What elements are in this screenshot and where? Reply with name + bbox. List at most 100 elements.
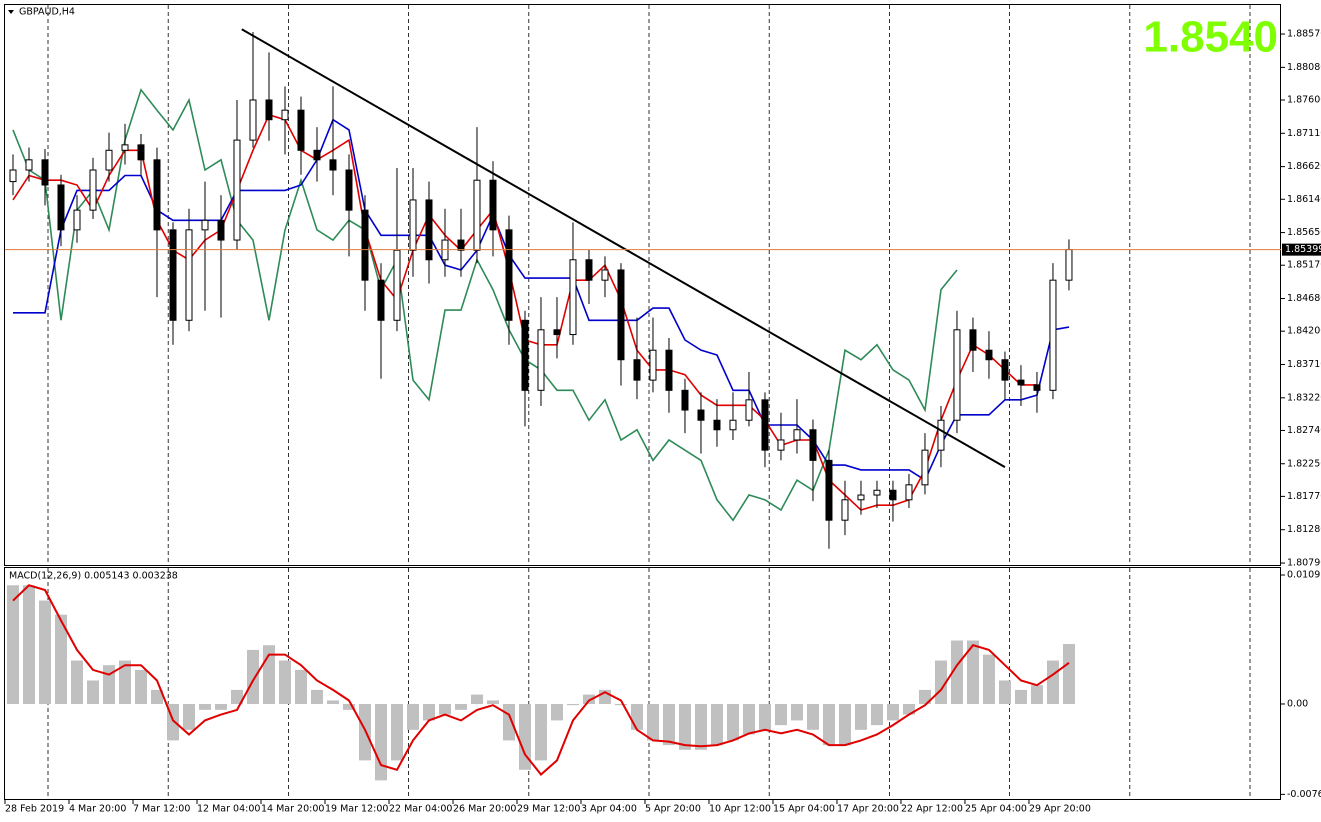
macd-bar [854,703,867,730]
y-tick-label: 1.87110 [1287,128,1321,139]
macd-title: MACD(12,26,9) 0.005143 0.003238 [9,571,178,582]
candle-body [425,199,433,261]
candle-body [905,484,913,501]
macd-bar [422,703,435,721]
macd-bar [438,703,451,715]
y-tick-label: 0.010975 [1287,569,1321,580]
macd-bar [790,703,803,721]
trendline [241,28,1006,469]
macd-bar [758,703,771,730]
macd-bar [614,703,627,706]
candle-body [969,329,977,351]
x-tick-label: 28 Feb 2019 [5,804,64,815]
x-tick-label: 22 Apr 12:00 [901,804,963,815]
candle-body [89,169,97,211]
candle-body [809,429,817,461]
menu-arrow[interactable] [8,10,14,14]
candle-body [521,319,529,391]
macd-bar [134,669,147,704]
candle-body [985,349,993,361]
macd-bar [118,660,131,704]
macd-bar [966,640,979,704]
candle-body [1033,384,1041,391]
candle-body [473,179,481,251]
macd-bar [950,640,963,704]
candle-body [1017,379,1025,386]
y-tick-label: 1.82250 [1287,458,1321,469]
candle-body [569,259,577,336]
candle-body [281,109,289,121]
candle-body [105,149,113,171]
macd-bar [806,703,819,730]
macd-bar [1046,660,1059,704]
candle-body [377,279,385,321]
macd-bar [214,703,227,710]
signal-line [12,584,1070,776]
candle-body [665,349,673,391]
macd-bar [22,585,35,704]
y-tick-label: 1.84200 [1287,326,1321,337]
candle-body [217,219,225,241]
macd-bar [998,680,1011,704]
y-tick-label: 1.87600 [1287,94,1321,105]
macd-bar [774,703,787,726]
y-tick-label: 1.86620 [1287,161,1321,172]
macd-bar [838,703,851,746]
y-tick-label: 1.80790 [1287,558,1321,569]
candle-body [681,389,689,411]
macd-bar [886,703,899,721]
candle-body [601,269,609,281]
macd-bar [550,703,563,721]
candle-body [617,269,625,361]
candle-body [201,219,209,231]
candle-body [393,249,401,321]
candle-body [889,489,897,501]
candle-body [265,99,273,121]
macd-bar [70,660,83,704]
macd-bar [486,700,499,704]
candle-body [313,149,321,161]
candle-body [777,439,785,451]
candle-body [649,349,657,381]
x-tick-label: 15 Apr 04:00 [773,804,835,815]
candle-body [761,399,769,451]
macd-bar [518,703,531,770]
candle-body [921,449,929,486]
macd-bar [310,689,323,704]
candle-body [169,229,177,321]
current-price-text: 1.85399 [1285,244,1321,255]
macd-bar [6,585,19,704]
plot-layer: 1.88570 1.88080 1.87600 1.87110 1.86620 1.861… [4,5,1321,815]
candle-body [729,419,737,431]
candle-body [793,429,801,441]
x-tick-label: 22 Mar 04:00 [389,804,452,815]
x-tick-label: 10 Apr 12:00 [709,804,771,815]
macd-bar [502,703,515,741]
y-tick-label: 1.88570 [1287,29,1321,40]
candle-body [249,99,257,141]
macd-bar [822,703,835,746]
y-tick-label: 1.85650 [1287,227,1321,238]
candle-body [361,209,369,281]
candle-body [857,494,865,501]
y-tick-label: 1.88080 [1287,62,1321,73]
macd-bar [534,703,547,761]
candle-body [873,489,881,496]
macd-bar [742,703,755,735]
candle-body [9,169,17,183]
y-tick-label: 0.00 [1287,698,1308,709]
candle-body [953,329,961,421]
x-tick-label: 17 Apr 20:00 [837,804,899,815]
macd-bar [1062,644,1075,704]
candle-body [73,209,81,231]
x-tick-label: 12 Mar 04:00 [197,804,260,815]
macd-bar [278,660,291,704]
macd-bar [726,703,739,741]
candle-body [457,239,465,251]
y-tick-label: -0.00769 [1287,789,1321,800]
y-tick-label: 1.83220 [1287,392,1321,403]
macd-bar [870,703,883,726]
candle-body [505,229,513,321]
y-tick-label: 1.86140 [1287,194,1321,205]
